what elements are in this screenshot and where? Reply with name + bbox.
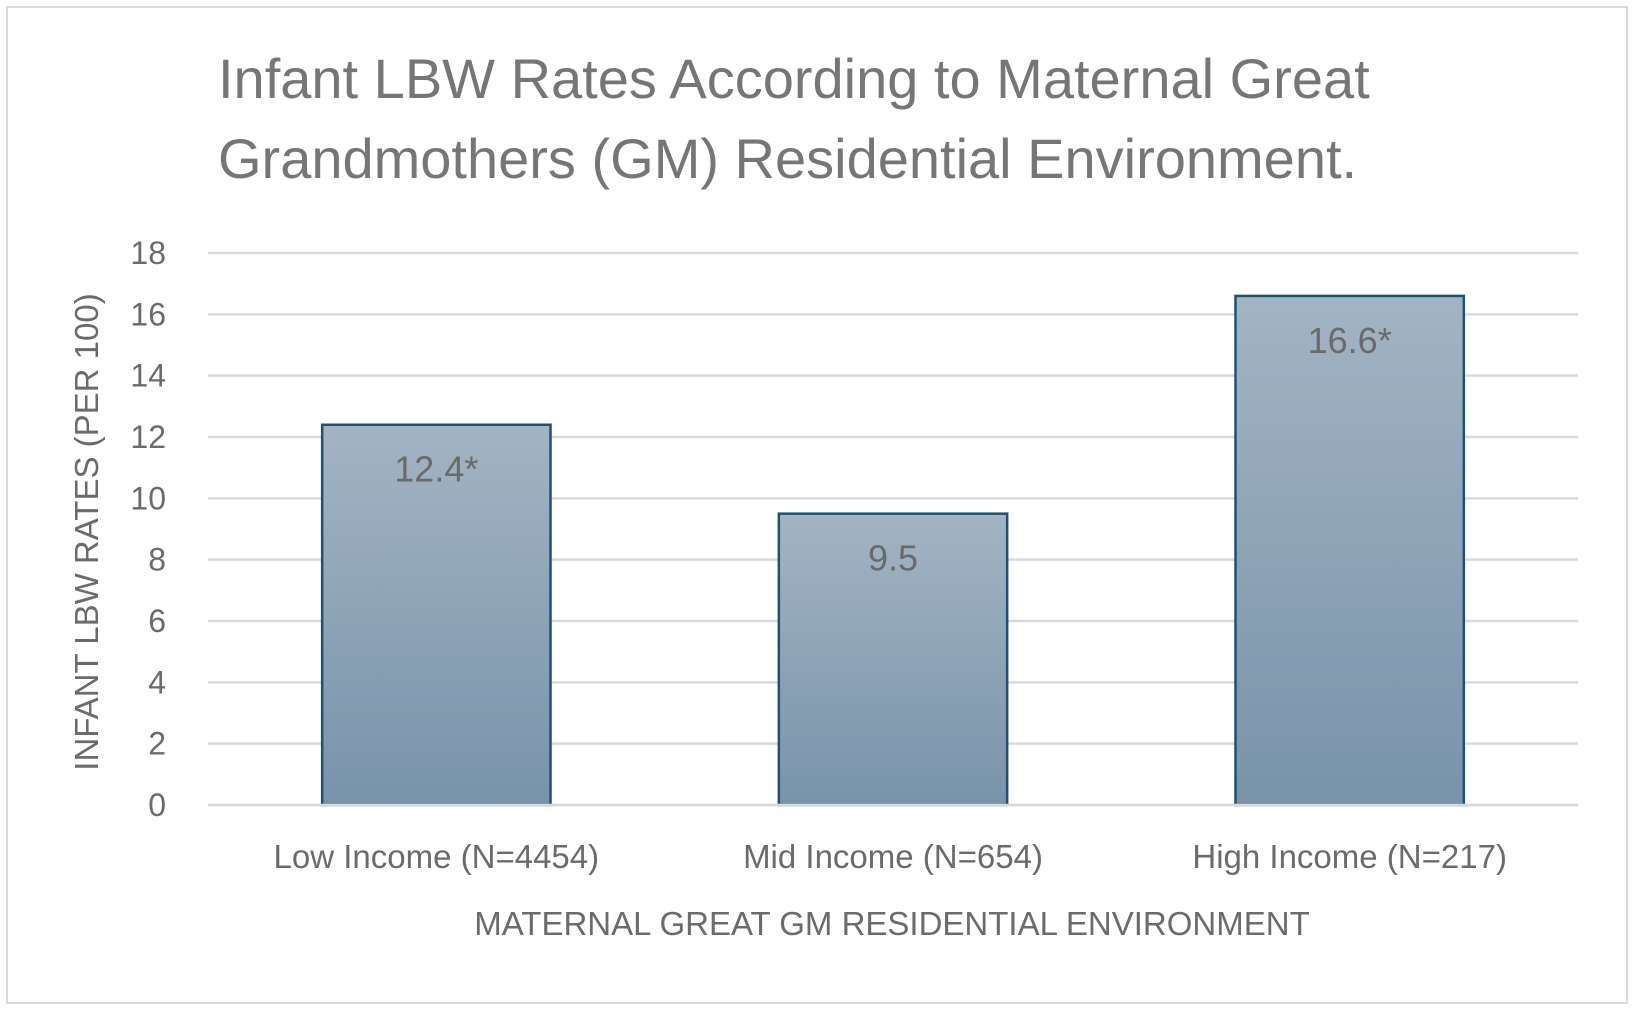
data-label-0: 12.4* — [394, 449, 478, 490]
x-category-label-2: High Income (N=217) — [1192, 838, 1507, 875]
bar-0 — [320, 423, 552, 807]
x-axis-categories: Low Income (N=4454) Mid Income (N=654) Hig… — [208, 803, 1578, 875]
chart-title-line-1: Infant LBW Rates According to Maternal G… — [218, 47, 1370, 110]
y-tick-label-4: 4 — [148, 664, 166, 700]
y-tick-label-8: 8 — [148, 542, 166, 578]
y-tick-label-16: 16 — [130, 296, 166, 332]
x-axis-title: MATERNAL GREAT GM RESIDENTIAL ENVIRONMEN… — [474, 905, 1310, 942]
data-labels: 12.4* 9.5 16.6* — [394, 320, 1391, 579]
y-tick-label-10: 10 — [130, 480, 166, 516]
y-tick-label-18: 18 — [130, 235, 166, 271]
chart-title-line-2: Grandmothers (GM) Residential Environmen… — [218, 127, 1357, 190]
y-tick-label-2: 2 — [148, 726, 166, 762]
y-tick-label-0: 0 — [148, 787, 166, 823]
y-tick-label-6: 6 — [148, 603, 166, 639]
x-category-label-0: Low Income (N=4454) — [274, 838, 600, 875]
y-axis-title: INFANT LBW RATES (PER 100) — [68, 293, 105, 770]
y-tick-label-14: 14 — [130, 358, 166, 394]
x-category-label-1: Mid Income (N=654) — [743, 838, 1043, 875]
data-label-1: 9.5 — [868, 538, 918, 579]
bar-2 — [1234, 294, 1466, 807]
y-tick-label-12: 12 — [130, 419, 166, 455]
data-label-2: 16.6* — [1308, 320, 1392, 361]
y-axis-ticks: 0 2 4 6 8 10 12 14 16 18 — [130, 235, 166, 823]
